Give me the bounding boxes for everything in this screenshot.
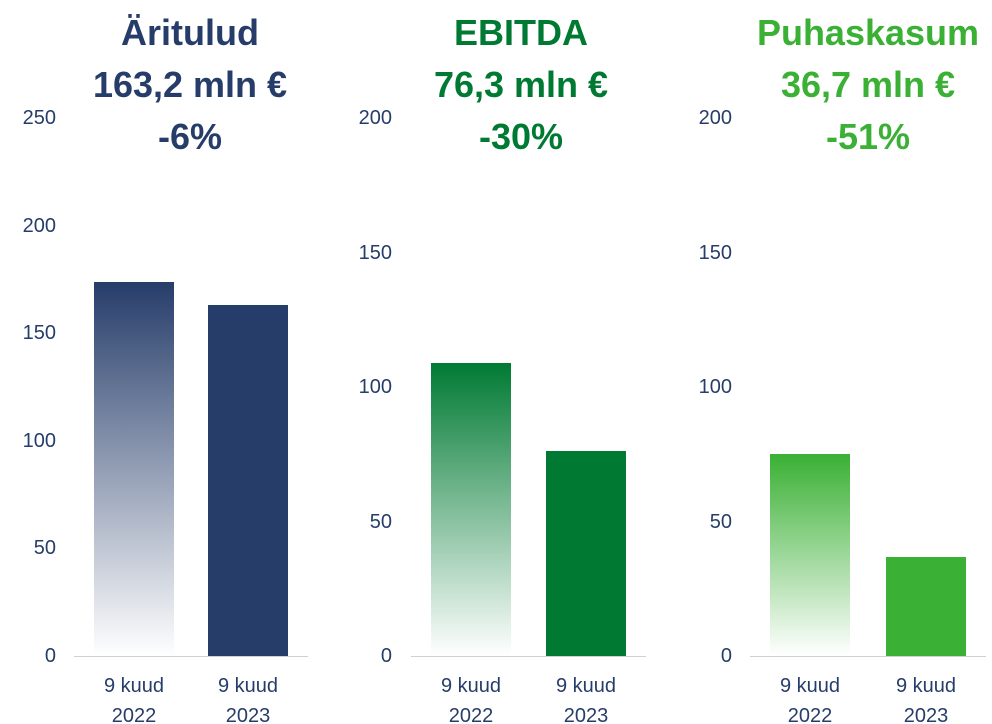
- y-tick-label: 150: [358, 241, 392, 264]
- y-tick-label: 100: [698, 376, 732, 398]
- bar: [770, 454, 850, 656]
- chart-title: Äritulud: [121, 12, 259, 53]
- y-tick-label: 50: [709, 510, 732, 533]
- y-tick-label: 50: [33, 537, 56, 560]
- chart-annotation: -30%: [478, 116, 564, 157]
- bar: [886, 557, 966, 656]
- x-tick-label: 9 kuud 2022: [440, 675, 502, 724]
- chart-subtitle: 36,7 mln €: [780, 64, 956, 105]
- x-tick-label: 9 kuud 2023: [895, 675, 957, 724]
- chart-title: EBITDA: [454, 12, 588, 53]
- baseline: [750, 656, 986, 657]
- y-tick-label: 250: [22, 107, 56, 129]
- x-tick-label: 9 kuud 2023: [217, 675, 279, 724]
- y-tick-label: 0: [44, 645, 56, 667]
- y-tick-label: 100: [22, 429, 56, 452]
- x-tick-label: 9 kuud 2022: [779, 675, 841, 724]
- y-tick-label: 200: [358, 107, 392, 129]
- bar: [431, 362, 511, 656]
- baseline: [74, 656, 308, 657]
- y-tick-label: 0: [380, 645, 392, 667]
- y-tick-label: 200: [22, 214, 56, 237]
- chart-title: Puhaskasum: [756, 12, 980, 53]
- chart-annotation: -6%: [157, 116, 223, 157]
- chart-subtitle: 76,3 mln €: [433, 64, 609, 105]
- bar: [208, 304, 288, 656]
- bar: [546, 450, 626, 656]
- y-tick-label: 100: [358, 376, 392, 398]
- y-tick-label: 150: [22, 322, 56, 345]
- baseline: [411, 656, 646, 657]
- x-tick-label: 9 kuud 2022: [103, 675, 165, 724]
- x-tick-label: 9 kuud 2023: [555, 675, 617, 724]
- y-tick-label: 200: [698, 107, 732, 129]
- y-tick-label: 0: [720, 645, 732, 667]
- y-tick-label: 50: [369, 510, 392, 533]
- bar: [94, 281, 174, 656]
- chart-subtitle: 163,2 mln €: [92, 64, 288, 105]
- chart-annotation: -51%: [825, 116, 911, 157]
- y-tick-label: 150: [698, 241, 732, 264]
